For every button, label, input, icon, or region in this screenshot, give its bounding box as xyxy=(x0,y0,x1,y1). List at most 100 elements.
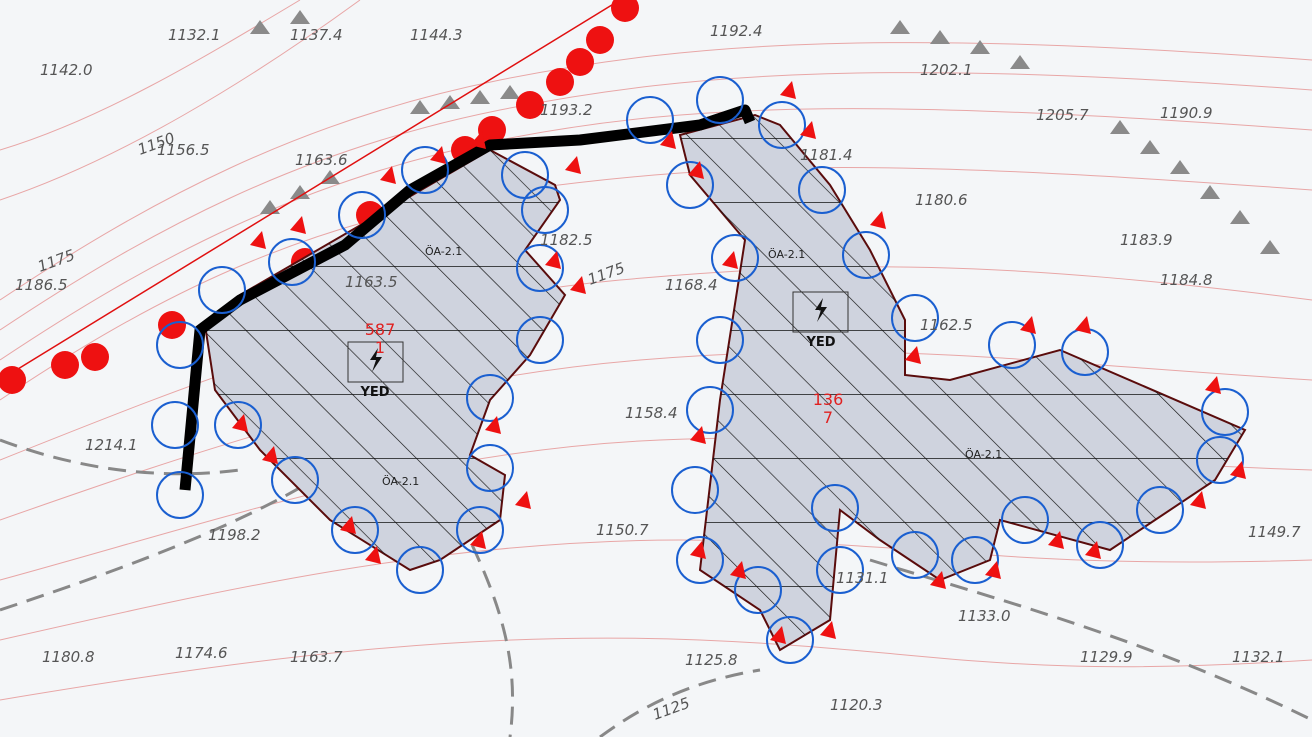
survey-circle xyxy=(466,444,514,492)
elevation-label: 1150.7 xyxy=(596,521,649,539)
zone-label: ÖA-2.1 xyxy=(965,448,1002,461)
survey-circle xyxy=(816,546,864,594)
survey-circle xyxy=(758,101,806,149)
elevation-label: 1125.8 xyxy=(685,651,738,669)
survey-circle xyxy=(396,546,444,594)
survey-triangle xyxy=(380,166,396,184)
survey-circle xyxy=(151,401,199,449)
elevation-label: 1142.0 xyxy=(40,61,93,79)
zone-label: ÖA-2.1 xyxy=(425,245,462,258)
survey-circle xyxy=(811,484,859,532)
survey-triangle xyxy=(340,516,356,534)
survey-circle xyxy=(891,294,939,342)
survey-triangle xyxy=(985,561,1001,579)
elevation-label: 1156.5 xyxy=(157,141,210,159)
survey-circle xyxy=(696,76,744,124)
survey-triangle xyxy=(470,131,486,149)
elevation-label: 1205.7 xyxy=(1036,106,1089,124)
markers xyxy=(232,81,1246,644)
elevation-label: 1163.6 xyxy=(295,151,348,169)
elevation-label: 1181.4 xyxy=(800,146,853,164)
parcel-hatch xyxy=(680,115,1245,650)
facility-icons xyxy=(347,291,849,383)
survey-circle xyxy=(842,231,890,279)
elevation-label: 1132.1 xyxy=(168,26,221,44)
elevation-label: 1158.4 xyxy=(625,404,678,422)
survey-triangle xyxy=(690,541,706,559)
survey-triangle xyxy=(820,621,836,639)
elevation-label: 1133.0 xyxy=(958,607,1011,625)
survey-circle xyxy=(1076,521,1124,569)
parcel-number: 587 xyxy=(365,320,396,339)
survey-triangle xyxy=(565,156,581,174)
elevation-label: 1132.1 xyxy=(1232,648,1285,666)
survey-circle xyxy=(516,244,564,292)
survey-triangle xyxy=(1230,461,1246,479)
survey-circle xyxy=(1001,496,1049,544)
survey-triangle xyxy=(660,131,676,149)
survey-circle xyxy=(891,531,939,579)
parcel-sub: 7 xyxy=(823,408,833,427)
survey-triangle xyxy=(688,161,704,179)
parcel-number: 136 xyxy=(813,390,844,409)
elevation-label: 1192.4 xyxy=(710,22,763,40)
survey-triangle xyxy=(545,251,561,269)
survey-triangle xyxy=(290,216,306,234)
facility-box xyxy=(347,341,404,383)
survey-circle xyxy=(951,536,999,584)
elevation-label: 1180.8 xyxy=(42,648,95,666)
survey-circle xyxy=(696,316,744,364)
survey-circle xyxy=(466,374,514,422)
parcels xyxy=(203,113,1247,652)
elevation-label: 1163.5 xyxy=(345,273,398,291)
survey-triangle xyxy=(250,231,266,249)
elevation-label: 1131.1 xyxy=(836,569,889,587)
facility-label: YED xyxy=(805,335,835,350)
parcel-hatch xyxy=(205,150,565,570)
survey-circle xyxy=(156,471,204,519)
elevation-label: 1182.5 xyxy=(540,231,593,249)
bolt-icon xyxy=(370,348,382,372)
elevation-label: 1202.1 xyxy=(920,61,973,79)
survey-triangle xyxy=(1205,376,1221,394)
survey-circle xyxy=(331,506,379,554)
elevation-label: 1120.3 xyxy=(830,696,883,714)
survey-triangle xyxy=(800,121,816,139)
survey-circle xyxy=(271,456,319,504)
elevation-label: 1186.5 xyxy=(15,276,68,294)
survey-circle xyxy=(626,96,674,144)
elevation-label: 1190.9 xyxy=(1160,104,1213,122)
survey-triangle xyxy=(690,426,706,444)
survey-circle xyxy=(734,566,782,614)
survey-circle xyxy=(198,266,246,314)
elevation-label: 1149.7 xyxy=(1248,523,1301,541)
bolt-icon xyxy=(815,298,827,322)
survey-triangle xyxy=(930,571,946,589)
survey-circle xyxy=(1196,436,1244,484)
survey-triangle xyxy=(730,561,746,579)
survey-circle xyxy=(338,191,386,239)
elevation-label: 1162.5 xyxy=(920,316,973,334)
elevation-label: 1137.4 xyxy=(290,26,343,44)
survey-triangle xyxy=(515,491,531,509)
survey-triangle xyxy=(1048,531,1064,549)
survey-circle xyxy=(268,238,316,286)
zone-label: ÖA-2.1 xyxy=(382,475,419,488)
survey-triangle xyxy=(1085,541,1101,559)
survey-triangle xyxy=(870,211,886,229)
elevation-label: 1174.6 xyxy=(175,644,228,662)
markers xyxy=(151,76,1249,664)
elevation-label: 1144.3 xyxy=(410,26,463,44)
survey-circle xyxy=(666,161,714,209)
zone-label: ÖA-2.1 xyxy=(768,248,805,261)
survey-circle xyxy=(988,321,1036,369)
survey-triangle xyxy=(1190,491,1206,509)
facility-label: YED xyxy=(359,385,389,400)
elevation-label: 1193.2 xyxy=(540,101,593,119)
survey-triangle xyxy=(722,251,738,269)
elevation-label: 1129.9 xyxy=(1080,648,1133,666)
survey-triangle xyxy=(262,446,278,464)
survey-circle xyxy=(516,316,564,364)
survey-circle xyxy=(798,166,846,214)
survey-circle xyxy=(686,386,734,434)
